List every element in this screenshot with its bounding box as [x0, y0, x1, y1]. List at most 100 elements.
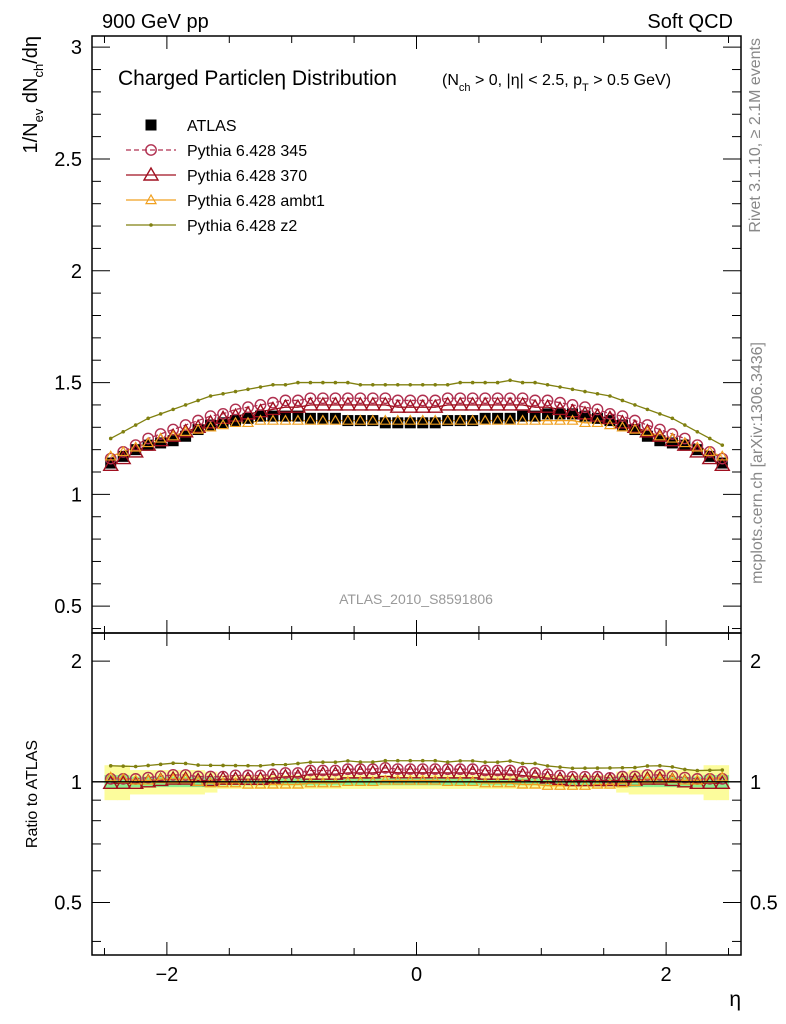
point-pythia-6-428-370: [289, 398, 307, 413]
point-pythia-6-428-ambt1: [291, 414, 304, 425]
point-pythia-6-428-345: [541, 394, 554, 407]
point-atlas: [579, 410, 591, 422]
point-pythia-6-428-ambt1: [266, 414, 280, 425]
point-pythia-6-428-z2: [308, 380, 313, 385]
ratio-point-pythia-6-428-ambt1: [279, 778, 292, 789]
ratio-point-pythia-6-428-ambt1: [404, 774, 417, 785]
ratio-point-pythia-6-428-ambt1: [516, 778, 529, 789]
ratio-point-pythia-6-428-ambt1: [429, 774, 442, 785]
ratio-point-pythia-6-428-z2: [420, 758, 425, 763]
ratio-point-pythia-6-428-z2: [233, 763, 238, 768]
point-pythia-6-428-370: [614, 414, 631, 429]
ratio-point-pythia-6-428-370: [177, 770, 194, 785]
ratio-point-pythia-6-428-345: [316, 764, 329, 777]
ratio-point-pythia-6-428-z2: [158, 762, 163, 767]
point-pythia-6-428-370: [352, 396, 369, 411]
point-pythia-6-428-z2: [133, 423, 138, 427]
point-pythia-6-428-ambt1: [391, 414, 404, 425]
point-pythia-6-428-ambt1: [204, 421, 217, 432]
ratio-point-pythia-6-428-ambt1: [416, 774, 429, 785]
point-atlas: [329, 412, 341, 424]
ratio-point-pythia-6-428-z2: [333, 760, 338, 764]
y-tick-label-ratio-right: 2: [750, 651, 761, 673]
ratio-point-pythia-6-428-345: [516, 765, 529, 778]
ratio-point-pythia-6-428-345: [354, 763, 367, 776]
point-pythia-6-428-z2: [545, 383, 550, 387]
ratio-point-pythia-6-428-345: [304, 764, 317, 777]
point-pythia-6-428-ambt1: [341, 414, 354, 425]
point-pythia-6-428-z2: [445, 383, 450, 387]
point-pythia-6-428-z2: [707, 436, 712, 441]
point-pythia-6-428-370: [427, 398, 444, 413]
point-pythia-6-428-z2: [483, 380, 487, 385]
point-pythia-6-428-345: [242, 401, 254, 414]
ratio-point-pythia-6-428-370: [551, 770, 569, 785]
ratio-point-pythia-6-428-370: [427, 764, 444, 779]
ratio-point-pythia-6-428-z2: [545, 764, 550, 768]
point-pythia-6-428-370: [389, 398, 406, 413]
ratio-point-pythia-6-428-z2: [246, 763, 250, 768]
y-axis-label-ratio: Ratio to ATLAS: [24, 740, 41, 848]
point-pythia-6-428-370: [501, 396, 519, 411]
point-pythia-6-428-z2: [583, 389, 587, 394]
point-pythia-6-428-370: [177, 423, 194, 438]
point-atlas: [479, 412, 491, 424]
point-pythia-6-428-345: [429, 394, 442, 407]
point-pythia-6-428-ambt1: [404, 414, 417, 425]
y-tick-label-main: 2: [71, 261, 82, 283]
ratio-point-pythia-6-428-z2: [271, 762, 275, 767]
point-pythia-6-428-z2: [720, 443, 725, 447]
point-pythia-6-428-345: [192, 414, 204, 427]
point-pythia-6-428-ambt1: [678, 436, 691, 448]
point-pythia-6-428-345: [404, 394, 417, 407]
legend-label-pythia-6-428-z2: Pythia 6.428 z2: [187, 218, 297, 235]
ratio-point-pythia-6-428-ambt1: [716, 771, 729, 782]
ratio-point-pythia-6-428-z2: [108, 763, 113, 768]
point-pythia-6-428-z2: [358, 383, 363, 387]
ratio-point-pythia-6-428-ambt1: [454, 775, 467, 787]
axis-ticks: [92, 36, 741, 955]
point-pythia-6-428-370: [327, 396, 344, 411]
point-pythia-6-428-345: [641, 419, 654, 431]
point-atlas: [379, 417, 391, 429]
point-pythia-6-428-345: [716, 452, 729, 465]
point-pythia-6-428-345: [316, 392, 329, 405]
point-pythia-6-428-ambt1: [429, 414, 442, 425]
ratio-point-pythia-6-428-z2: [183, 761, 188, 766]
point-atlas: [130, 444, 142, 456]
ratio-point-pythia-6-428-z2: [395, 758, 400, 763]
ratio-point-pythia-6-428-ambt1: [529, 778, 542, 789]
ratio-point-pythia-6-428-ambt1: [666, 772, 679, 784]
ratio-point-pythia-6-428-ambt1: [391, 774, 404, 785]
ratio-point-pythia-6-428-370: [651, 770, 669, 785]
ratio-point-pythia-6-428-345: [292, 767, 304, 779]
ratio-point-pythia-6-428-370: [239, 770, 257, 785]
point-pythia-6-428-370: [489, 396, 506, 411]
point-atlas: [704, 450, 716, 462]
point-pythia-6-428-345: [566, 399, 579, 411]
point-pythia-6-428-ambt1: [716, 450, 729, 461]
point-pythia-6-428-370: [164, 427, 182, 442]
ratio-point-pythia-6-428-345: [491, 764, 504, 777]
point-pythia-6-428-345: [341, 392, 354, 405]
ratio-point-pythia-6-428-345: [254, 769, 267, 782]
point-pythia-6-428-370: [364, 396, 382, 411]
point-pythia-6-428-ambt1: [366, 414, 379, 425]
ratio-point-pythia-6-428-ambt1: [129, 774, 142, 785]
point-pythia-6-428-345: [167, 423, 180, 436]
point-pythia-6-428-z2: [670, 416, 675, 421]
point-pythia-6-428-z2: [458, 380, 462, 385]
ratio-point-pythia-6-428-ambt1: [441, 775, 454, 787]
ratio-point-pythia-6-428-370: [564, 772, 581, 787]
point-pythia-6-428-345: [491, 392, 504, 405]
point-pythia-6-428-ambt1: [666, 432, 679, 443]
ratio-point-pythia-6-428-z2: [296, 761, 300, 766]
side-label-top: Rivet 3.1.10, ≥ 2.1M events: [747, 38, 764, 233]
ratio-point-pythia-6-428-ambt1: [179, 772, 192, 784]
point-pythia-6-428-345: [479, 392, 492, 405]
point-atlas: [442, 415, 454, 427]
point-pythia-6-428-z2: [121, 429, 126, 434]
point-pythia-6-428-345: [104, 452, 117, 465]
point-pythia-6-428-345: [254, 399, 267, 411]
